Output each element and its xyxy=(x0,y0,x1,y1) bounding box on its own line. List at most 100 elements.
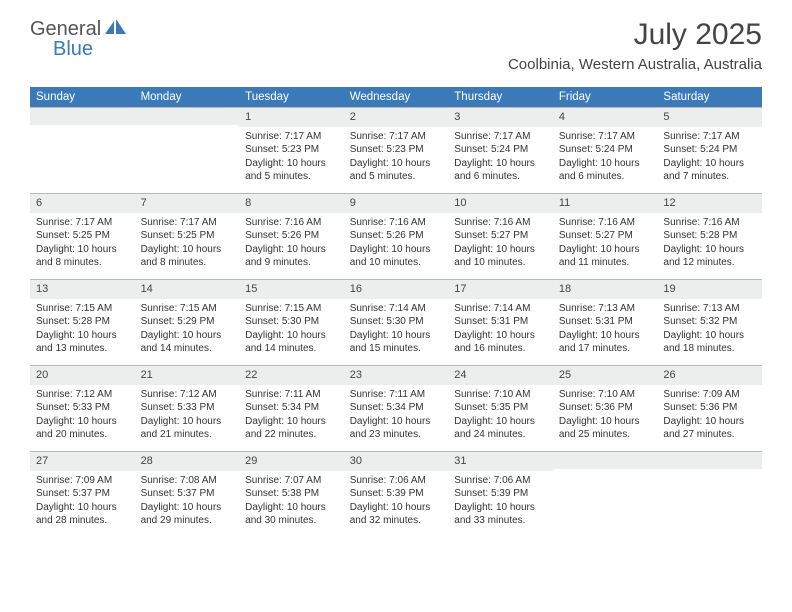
sunset-text: Sunset: 5:29 PM xyxy=(141,315,234,329)
day-details: Sunrise: 7:08 AMSunset: 5:37 PMDaylight:… xyxy=(135,471,240,532)
day-number: 3 xyxy=(448,107,553,127)
daylight-text: Daylight: 10 hours xyxy=(141,329,234,343)
day-number: 9 xyxy=(344,193,449,213)
day-number: 4 xyxy=(553,107,658,127)
daylight-text: Daylight: 10 hours xyxy=(454,243,547,257)
daylight-text: Daylight: 10 hours xyxy=(350,501,443,515)
daylight-text: and 9 minutes. xyxy=(245,256,338,270)
day-details: Sunrise: 7:12 AMSunset: 5:33 PMDaylight:… xyxy=(30,385,135,446)
calendar-cell xyxy=(135,107,240,193)
daylight-text: Daylight: 10 hours xyxy=(559,243,652,257)
daylight-text: Daylight: 10 hours xyxy=(350,329,443,343)
day-number xyxy=(135,107,240,125)
daylight-text: Daylight: 10 hours xyxy=(350,243,443,257)
sunrise-text: Sunrise: 7:11 AM xyxy=(350,388,443,402)
sunrise-text: Sunrise: 7:16 AM xyxy=(454,216,547,230)
daylight-text: Daylight: 10 hours xyxy=(559,415,652,429)
day-number: 18 xyxy=(553,279,658,299)
logo-text-blue: Blue xyxy=(53,38,93,61)
day-details: Sunrise: 7:10 AMSunset: 5:35 PMDaylight:… xyxy=(448,385,553,446)
daylight-text: Daylight: 10 hours xyxy=(663,157,756,171)
day-number: 11 xyxy=(553,193,658,213)
sunrise-text: Sunrise: 7:16 AM xyxy=(559,216,652,230)
calendar-cell: 15Sunrise: 7:15 AMSunset: 5:30 PMDayligh… xyxy=(239,279,344,365)
sunset-text: Sunset: 5:36 PM xyxy=(663,401,756,415)
sunset-text: Sunset: 5:23 PM xyxy=(350,143,443,157)
calendar-cell: 19Sunrise: 7:13 AMSunset: 5:32 PMDayligh… xyxy=(657,279,762,365)
calendar-cell: 5Sunrise: 7:17 AMSunset: 5:24 PMDaylight… xyxy=(657,107,762,193)
sunrise-text: Sunrise: 7:12 AM xyxy=(141,388,234,402)
sunset-text: Sunset: 5:24 PM xyxy=(559,143,652,157)
day-details: Sunrise: 7:17 AMSunset: 5:24 PMDaylight:… xyxy=(657,127,762,188)
sunset-text: Sunset: 5:30 PM xyxy=(350,315,443,329)
daylight-text: Daylight: 10 hours xyxy=(559,329,652,343)
sunrise-text: Sunrise: 7:12 AM xyxy=(36,388,129,402)
day-details: Sunrise: 7:17 AMSunset: 5:24 PMDaylight:… xyxy=(553,127,658,188)
day-number xyxy=(553,451,658,469)
day-details: Sunrise: 7:06 AMSunset: 5:39 PMDaylight:… xyxy=(344,471,449,532)
sunrise-text: Sunrise: 7:15 AM xyxy=(36,302,129,316)
calendar-cell: 6Sunrise: 7:17 AMSunset: 5:25 PMDaylight… xyxy=(30,193,135,279)
sunset-text: Sunset: 5:25 PM xyxy=(36,229,129,243)
day-number: 8 xyxy=(239,193,344,213)
weekday-header: Monday xyxy=(135,87,240,107)
calendar: Sunday Monday Tuesday Wednesday Thursday… xyxy=(0,79,792,537)
day-number: 16 xyxy=(344,279,449,299)
day-details: Sunrise: 7:17 AMSunset: 5:24 PMDaylight:… xyxy=(448,127,553,188)
daylight-text: and 20 minutes. xyxy=(36,428,129,442)
day-number: 7 xyxy=(135,193,240,213)
daylight-text: and 21 minutes. xyxy=(141,428,234,442)
sunset-text: Sunset: 5:31 PM xyxy=(559,315,652,329)
sunset-text: Sunset: 5:28 PM xyxy=(663,229,756,243)
day-details: Sunrise: 7:11 AMSunset: 5:34 PMDaylight:… xyxy=(239,385,344,446)
sunrise-text: Sunrise: 7:15 AM xyxy=(141,302,234,316)
daylight-text: Daylight: 10 hours xyxy=(454,329,547,343)
day-number: 26 xyxy=(657,365,762,385)
daylight-text: and 5 minutes. xyxy=(350,170,443,184)
day-number: 14 xyxy=(135,279,240,299)
day-details: Sunrise: 7:17 AMSunset: 5:23 PMDaylight:… xyxy=(239,127,344,188)
calendar-cell: 24Sunrise: 7:10 AMSunset: 5:35 PMDayligh… xyxy=(448,365,553,451)
sunrise-text: Sunrise: 7:10 AM xyxy=(559,388,652,402)
daylight-text: and 33 minutes. xyxy=(454,514,547,528)
calendar-cell: 1Sunrise: 7:17 AMSunset: 5:23 PMDaylight… xyxy=(239,107,344,193)
daylight-text: and 24 minutes. xyxy=(454,428,547,442)
calendar-cell: 10Sunrise: 7:16 AMSunset: 5:27 PMDayligh… xyxy=(448,193,553,279)
day-number: 24 xyxy=(448,365,553,385)
day-number: 21 xyxy=(135,365,240,385)
calendar-cell xyxy=(553,451,658,537)
calendar-cell: 17Sunrise: 7:14 AMSunset: 5:31 PMDayligh… xyxy=(448,279,553,365)
sunrise-text: Sunrise: 7:17 AM xyxy=(454,130,547,144)
day-details: Sunrise: 7:17 AMSunset: 5:25 PMDaylight:… xyxy=(30,213,135,274)
sunrise-text: Sunrise: 7:16 AM xyxy=(663,216,756,230)
month-title: July 2025 xyxy=(508,18,762,52)
weekday-header: Thursday xyxy=(448,87,553,107)
sunset-text: Sunset: 5:33 PM xyxy=(141,401,234,415)
calendar-cell: 18Sunrise: 7:13 AMSunset: 5:31 PMDayligh… xyxy=(553,279,658,365)
daylight-text: Daylight: 10 hours xyxy=(245,243,338,257)
calendar-cell: 14Sunrise: 7:15 AMSunset: 5:29 PMDayligh… xyxy=(135,279,240,365)
weekday-header-row: Sunday Monday Tuesday Wednesday Thursday… xyxy=(30,87,762,107)
location-text: Coolbinia, Western Australia, Australia xyxy=(508,56,762,73)
sunrise-text: Sunrise: 7:14 AM xyxy=(454,302,547,316)
daylight-text: and 6 minutes. xyxy=(454,170,547,184)
daylight-text: and 8 minutes. xyxy=(36,256,129,270)
sunrise-text: Sunrise: 7:17 AM xyxy=(141,216,234,230)
day-number: 27 xyxy=(30,451,135,471)
day-details: Sunrise: 7:16 AMSunset: 5:27 PMDaylight:… xyxy=(448,213,553,274)
sunset-text: Sunset: 5:26 PM xyxy=(350,229,443,243)
day-number: 2 xyxy=(344,107,449,127)
sunset-text: Sunset: 5:37 PM xyxy=(36,487,129,501)
day-details: Sunrise: 7:11 AMSunset: 5:34 PMDaylight:… xyxy=(344,385,449,446)
sunset-text: Sunset: 5:24 PM xyxy=(454,143,547,157)
daylight-text: and 25 minutes. xyxy=(559,428,652,442)
sunrise-text: Sunrise: 7:09 AM xyxy=(36,474,129,488)
day-details: Sunrise: 7:15 AMSunset: 5:29 PMDaylight:… xyxy=(135,299,240,360)
daylight-text: and 29 minutes. xyxy=(141,514,234,528)
day-number: 12 xyxy=(657,193,762,213)
daylight-text: and 27 minutes. xyxy=(663,428,756,442)
daylight-text: Daylight: 10 hours xyxy=(454,501,547,515)
sunrise-text: Sunrise: 7:06 AM xyxy=(454,474,547,488)
daylight-text: Daylight: 10 hours xyxy=(245,501,338,515)
day-details: Sunrise: 7:09 AMSunset: 5:37 PMDaylight:… xyxy=(30,471,135,532)
